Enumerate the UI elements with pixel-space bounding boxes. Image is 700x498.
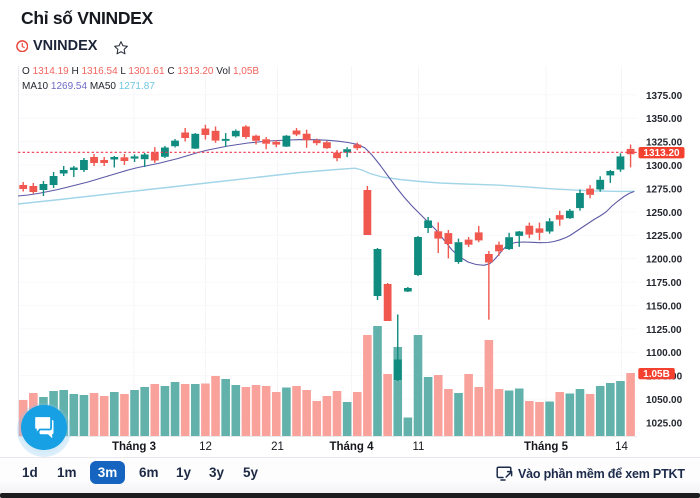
svg-text:1313.20: 1313.20 (643, 148, 680, 159)
svg-text:1050.00: 1050.00 (646, 395, 683, 406)
svg-text:1025.00: 1025.00 (646, 418, 683, 429)
svg-text:1225.00: 1225.00 (646, 231, 683, 242)
svg-text:Tháng 4: Tháng 4 (329, 441, 374, 453)
svg-text:1325.00: 1325.00 (646, 138, 683, 149)
svg-text:1275.00: 1275.00 (646, 184, 683, 195)
svg-text:Tháng 3: Tháng 3 (112, 441, 156, 453)
svg-text:1150.00: 1150.00 (646, 301, 682, 312)
svg-text:1375.00: 1375.00 (646, 91, 683, 102)
svg-text:14: 14 (615, 441, 628, 453)
svg-text:11: 11 (413, 441, 425, 453)
svg-text:1250.00: 1250.00 (646, 208, 683, 219)
svg-text:1175.00: 1175.00 (646, 278, 682, 289)
svg-text:1.05B: 1.05B (643, 369, 670, 380)
svg-text:1125.00: 1125.00 (646, 325, 682, 336)
svg-text:1100.00: 1100.00 (646, 348, 682, 359)
svg-text:1350.00: 1350.00 (646, 114, 683, 125)
svg-text:Tháng 5: Tháng 5 (524, 441, 569, 453)
svg-text:21: 21 (271, 441, 284, 453)
svg-text:12: 12 (199, 441, 212, 453)
svg-text:1300.00: 1300.00 (646, 161, 683, 172)
svg-text:1200.00: 1200.00 (646, 255, 683, 266)
